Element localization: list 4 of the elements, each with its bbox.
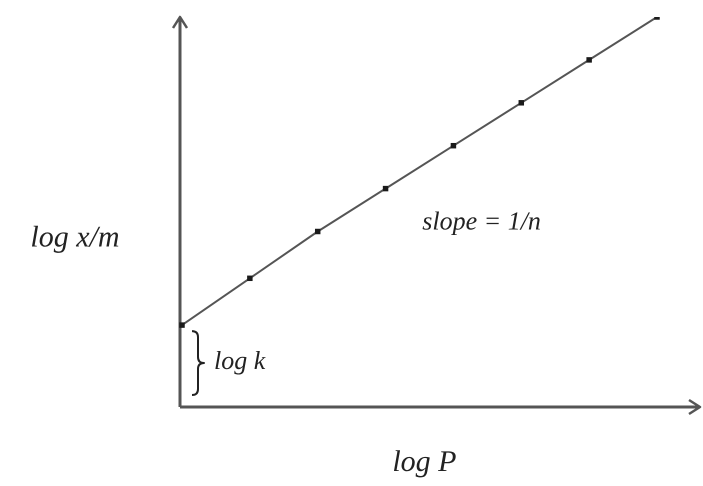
y-axis-title: log x/m <box>30 220 120 254</box>
annotation: log k <box>214 346 266 376</box>
x-axis-title: log P <box>392 444 456 478</box>
annotation: slope = 1/n <box>422 206 541 236</box>
